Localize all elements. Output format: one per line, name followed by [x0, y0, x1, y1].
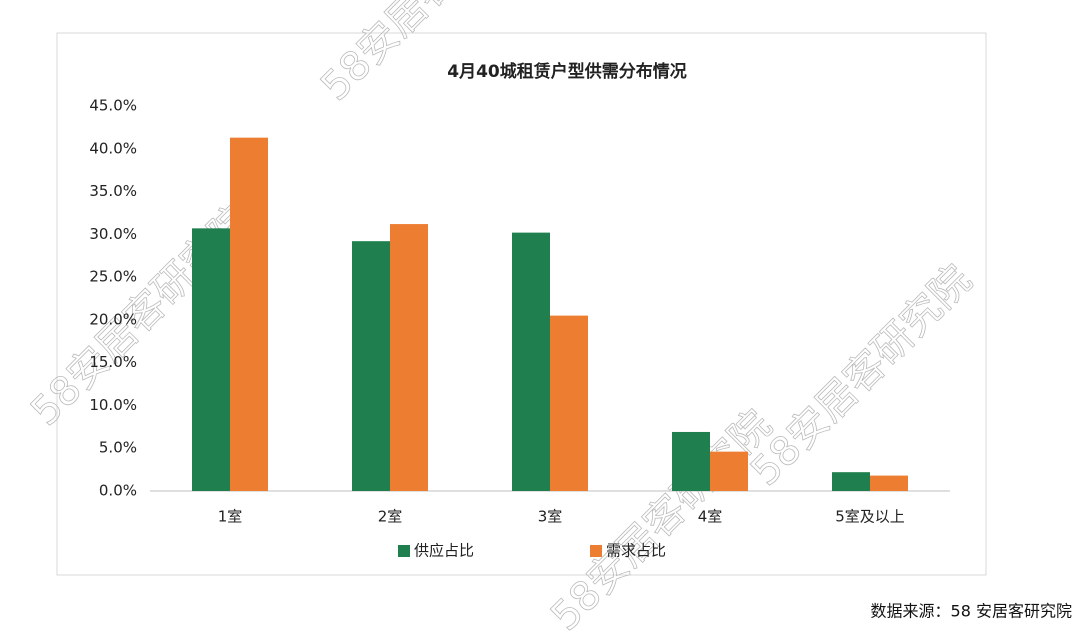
bar: [352, 241, 390, 491]
y-tick-label: 30.0%: [89, 225, 137, 243]
y-tick-label: 5.0%: [99, 439, 137, 457]
legend-label: 需求占比: [606, 542, 666, 560]
y-tick-label: 0.0%: [99, 482, 137, 500]
y-tick-label: 45.0%: [89, 97, 137, 115]
bar: [832, 472, 870, 491]
legend-swatch: [398, 545, 410, 557]
bar: [390, 224, 428, 492]
x-tick-label: 4室: [698, 508, 723, 526]
x-tick-label: 5室及以上: [835, 508, 905, 526]
source-note: 数据来源：58 安居客研究院: [871, 602, 1072, 621]
y-tick-label: 35.0%: [89, 182, 137, 200]
y-tick-label: 25.0%: [89, 268, 137, 286]
bar: [512, 232, 550, 491]
y-tick-label: 40.0%: [89, 139, 137, 157]
x-tick-label: 2室: [378, 508, 403, 526]
bar: [192, 228, 230, 491]
legend-swatch: [590, 545, 602, 557]
legend-label: 供应占比: [414, 542, 474, 560]
bar: [550, 315, 588, 491]
y-tick-label: 15.0%: [89, 353, 137, 371]
y-tick-label: 10.0%: [89, 396, 137, 414]
y-tick-label: 20.0%: [89, 310, 137, 328]
x-tick-label: 1室: [218, 508, 243, 526]
bar: [710, 451, 748, 491]
bar: [230, 137, 268, 491]
x-tick-label: 3室: [538, 508, 563, 526]
chart-title: 4月40城租赁户型供需分布情况: [447, 61, 687, 82]
bar: [870, 475, 908, 491]
bar: [672, 431, 710, 491]
